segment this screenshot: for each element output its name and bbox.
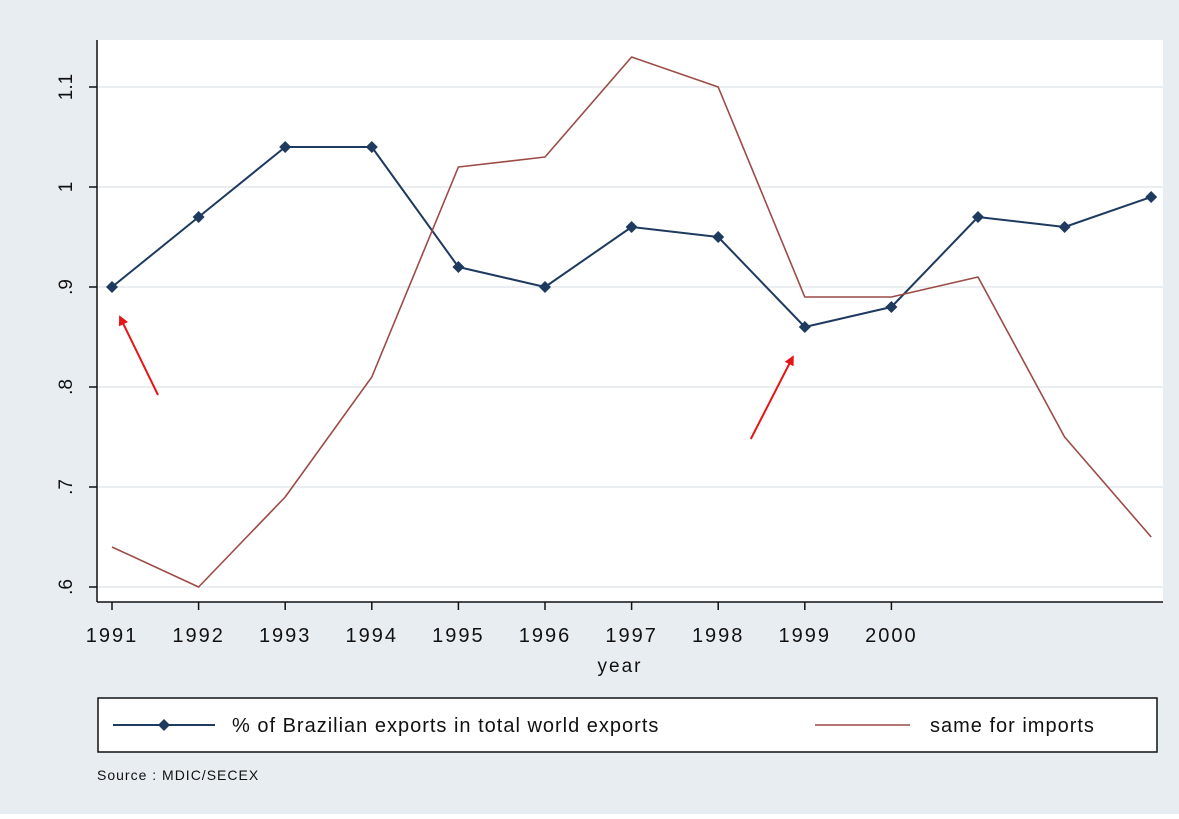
- y-tick-label: 1.1: [56, 74, 77, 100]
- y-tick-label: .7: [56, 479, 77, 495]
- exports-data-point: [365, 141, 378, 153]
- x-tick-label: 1992: [172, 625, 225, 647]
- exports-data-point: [712, 231, 725, 243]
- x-tick-label: 1995: [432, 625, 485, 647]
- x-axis-label: year: [598, 656, 643, 677]
- exports-data-point: [192, 211, 205, 223]
- legend-swatch-exports-marker: [158, 719, 170, 731]
- exports-data-point: [972, 211, 984, 223]
- legend: % of Brazilian exports in total world ex…: [97, 697, 1158, 753]
- y-tick-label: .8: [56, 379, 77, 395]
- exports-data-point: [798, 321, 811, 333]
- x-tick-label: 1997: [605, 625, 658, 647]
- y-tick-label: 1: [56, 182, 77, 193]
- x-tick-label: 1998: [692, 625, 745, 647]
- legend-box: [97, 697, 1158, 753]
- y-tick-label: .6: [56, 579, 77, 595]
- annotation-arrow: [119, 315, 159, 396]
- annotation-arrow: [749, 355, 794, 440]
- exports-data-point: [625, 221, 638, 233]
- x-tick-label: 1993: [259, 625, 312, 647]
- imports-series-line: [111, 56, 1152, 588]
- x-tick-label: 1994: [346, 625, 399, 647]
- plot-area: [97, 40, 1163, 602]
- exports-data-point: [279, 141, 292, 153]
- exports-data-point: [885, 301, 898, 313]
- source-note: Source : MDIC/SECEX: [97, 767, 259, 783]
- legend-label-exports: % of Brazilian exports in total world ex…: [232, 715, 659, 737]
- exports-data-point: [1058, 221, 1071, 233]
- y-tick-label: .9: [56, 279, 77, 295]
- exports-data-point: [1145, 191, 1158, 203]
- exports-data-point: [106, 281, 118, 293]
- grid-lines: [97, 86, 1163, 588]
- exports-data-point: [539, 281, 551, 293]
- x-tick-label: 1999: [779, 625, 832, 647]
- exports-data-point: [452, 261, 465, 273]
- x-tick-label: 1991: [86, 625, 139, 647]
- x-tick-label: 2000: [865, 625, 918, 647]
- series-layer: [106, 56, 1158, 588]
- x-tick-label: 1996: [519, 625, 572, 647]
- legend-label-imports: same for imports: [930, 715, 1095, 737]
- axes: .6 .7 .8 .9 1 1.1 1991 1992 1993 1994 1995 1996 1997…: [56, 40, 1163, 647]
